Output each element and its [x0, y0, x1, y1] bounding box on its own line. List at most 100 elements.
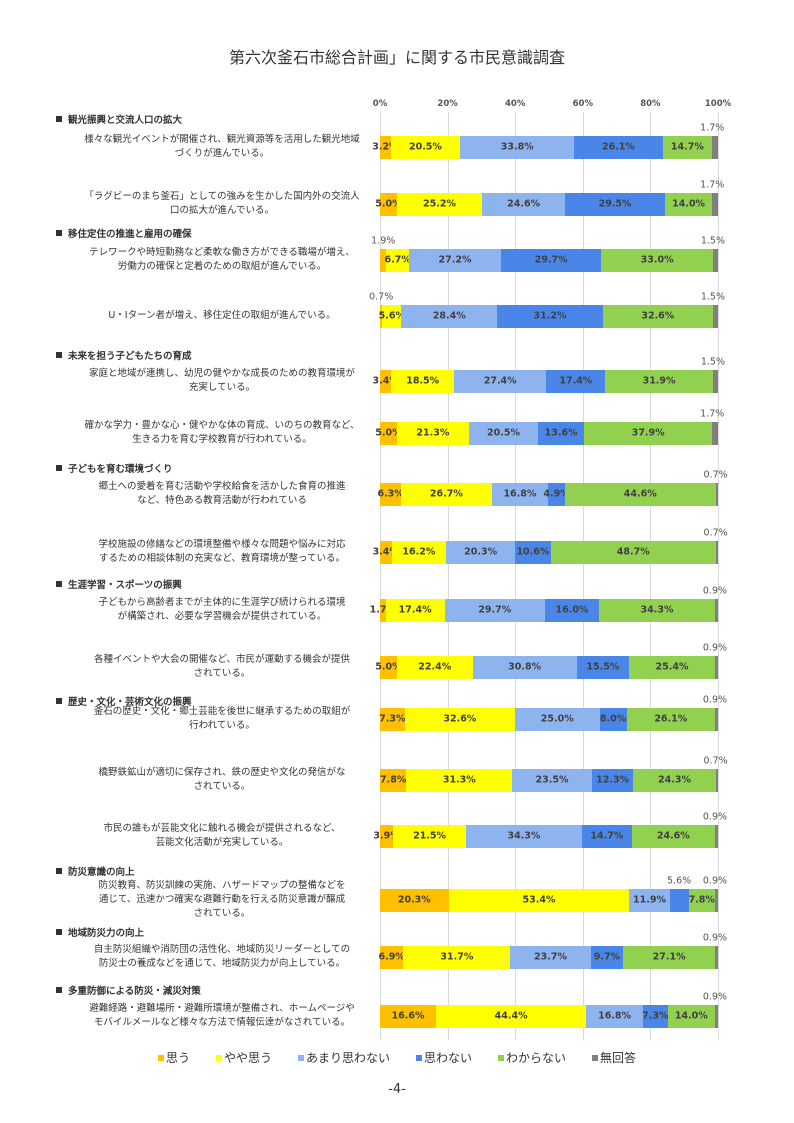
bar-segment-無回答	[714, 824, 718, 848]
bar-segment-わからない	[601, 248, 713, 272]
bar-segment-思わない	[497, 304, 603, 328]
legend-swatch	[297, 1054, 304, 1061]
bar-segment-思う	[380, 768, 407, 792]
data-label: 9.7%	[593, 951, 621, 963]
data-label: 0.7%	[703, 527, 728, 539]
data-label: 14.7%	[670, 141, 704, 153]
bar-segment-やや思う	[396, 421, 469, 445]
bar-segment-わからない	[631, 824, 715, 848]
data-label: 12.3%	[596, 774, 630, 786]
bar-segment-やや思う	[404, 707, 515, 731]
data-label: 20.5%	[487, 427, 521, 439]
question-label: U・Iターン者が増え、移住定住の取組が進んでいる。	[72, 309, 372, 323]
bar-segment-あまり思わない	[453, 369, 547, 393]
data-label: 1.5%	[700, 235, 725, 247]
question-label: 各種イベントや大会の開催など、市民が運動する機会が提供 されている。	[72, 653, 372, 681]
data-label: 14.0%	[672, 198, 706, 210]
question-label: 自主防災組織や消防団の活性化、地域防災リーダーとしての 防災士の養成などを通じて、…	[72, 943, 372, 971]
data-label: 48.7%	[616, 546, 650, 558]
data-label: 27.2%	[438, 254, 472, 266]
question-label-line: U・Iターン者が増え、移住定住の取組が進んでいる。	[108, 310, 336, 321]
question-label-line: 防災教育、防災訓練の実施、ハザードマップの整備などを	[98, 880, 346, 891]
chart-legend: 思う やや思う あまり思わない 思わない わからない 無回答	[0, 1049, 794, 1066]
bar-segment-思う	[380, 421, 397, 445]
legend-label: やや思う	[223, 1051, 272, 1065]
question-label-line: 口の拡大が進んでいる。	[169, 205, 275, 216]
data-label: 11.9%	[633, 894, 666, 906]
bar-segment-わからない	[629, 655, 715, 679]
data-label: 21.5%	[413, 830, 447, 842]
question-label-line: 様々な観光イベントが開催され、観光資源等を活用した観光地域	[84, 134, 360, 145]
bar-segment-無回答	[712, 421, 718, 445]
bar-segment-思わない	[574, 135, 663, 159]
data-label: 29.5%	[598, 198, 632, 210]
bar-segment-思う	[380, 655, 397, 679]
bar-segment-思う	[380, 540, 392, 564]
bar-segment-あまり思わない	[472, 655, 577, 679]
data-label: 14.7%	[590, 830, 624, 842]
bar-segment-無回答	[712, 304, 718, 328]
question-label: 様々な観光イベントが開催され、観光資源等を活用した観光地域 づくりが進んでいる。	[72, 133, 372, 161]
question-label-line: されている。	[193, 908, 251, 919]
category-header: 地域防災力の向上	[56, 925, 144, 939]
bar-segment-思わない	[565, 192, 665, 216]
question-label-line: 家庭と地域が連携し、幼児の健やかな成長のための教育環境が	[88, 368, 355, 379]
data-label: 1.5%	[700, 291, 725, 303]
data-label: 0.7%	[369, 291, 394, 303]
data-label: 3.4%	[372, 375, 399, 387]
bar-segment-無回答	[715, 768, 718, 792]
data-label: 0.9%	[702, 642, 728, 654]
question-label-line: されている。	[193, 781, 251, 792]
bar-segment-思う	[380, 482, 402, 506]
bar-segment-やや思う	[385, 598, 445, 622]
data-label: 24.6%	[656, 830, 690, 842]
bar-segment-わからない	[564, 482, 716, 506]
data-label: 16.2%	[402, 546, 436, 558]
legend-swatch	[215, 1054, 222, 1061]
question-label-line: 確かな学力・豊かな心・健やかな体の育成、いのちの教育など、	[84, 420, 360, 431]
question-label-line: が構築され、必要な学習機会が提供されている。	[117, 611, 327, 622]
data-label: 1.9%	[371, 235, 396, 247]
bar-segment-やや思う	[391, 369, 454, 393]
question-label: テレワークや時短勤務など柔軟な働き方ができる職場が増え、 労働力の確保と定着のため…	[72, 246, 372, 274]
bar-segment-思う	[380, 945, 404, 969]
data-label: 1.5%	[700, 356, 725, 368]
data-label: 33.0%	[640, 254, 674, 266]
question-label-line: づくりが進んでいる。	[174, 148, 270, 159]
bar-segment-やや思う	[436, 1004, 587, 1028]
legend-swatch	[498, 1054, 505, 1061]
bar-segment-思う	[380, 1004, 437, 1028]
legend-label: 無回答	[600, 1051, 637, 1065]
question-label-line: 防災士の養成などを通じて、地域防災力が向上している。	[98, 958, 346, 969]
data-label: 5.0%	[375, 198, 402, 210]
category-header: 未来を担う子どもたちの育成	[56, 348, 192, 362]
question-label: 市民の誰もが芸能文化に触れる機会が提供されるなど、 芸能文化活動が充実している。	[72, 822, 372, 850]
data-label: 34.3%	[507, 830, 541, 842]
question-label-line: 自主防災組織や消防団の活性化、地域防災リーダーとしての	[93, 944, 351, 955]
bar-segment-あまり思わない	[512, 768, 592, 792]
question-label: 防災教育、防災訓練の実施、ハザードマップの整備などを 通じて、迅速かつ確実な避難行…	[72, 879, 372, 921]
bar-segment-思わない	[576, 655, 630, 679]
legend-item: あまり思わない	[297, 1049, 390, 1066]
bar-segment-思わない	[591, 768, 634, 792]
bar-segment-やや思う	[393, 824, 466, 848]
data-label: 17.4%	[559, 375, 593, 387]
data-label: 16.8%	[598, 1010, 632, 1022]
data-label: 26.7%	[429, 488, 463, 500]
data-label: 5.6%	[667, 875, 692, 887]
question-label-line: など、特色ある教育活動が行われている	[137, 495, 307, 506]
bar-segment-思わない	[514, 540, 551, 564]
question-label-line: 行われている。	[189, 720, 255, 731]
data-label: 44.6%	[623, 488, 657, 500]
category-header: 子どもを育む環境づくり	[56, 461, 173, 475]
data-label: 16.6%	[391, 1010, 425, 1022]
bar-segment-わからない	[633, 768, 716, 792]
data-label: 44.4%	[494, 1010, 528, 1022]
legend-swatch	[592, 1054, 599, 1061]
category-header: 多重防御による防災・減災対策	[56, 983, 201, 997]
bar-segment-やや思う	[403, 945, 511, 969]
data-label: 31.3%	[442, 774, 476, 786]
data-label: 31.7%	[440, 951, 474, 963]
legend-swatch	[157, 1054, 164, 1061]
data-label: 29.7%	[534, 254, 568, 266]
